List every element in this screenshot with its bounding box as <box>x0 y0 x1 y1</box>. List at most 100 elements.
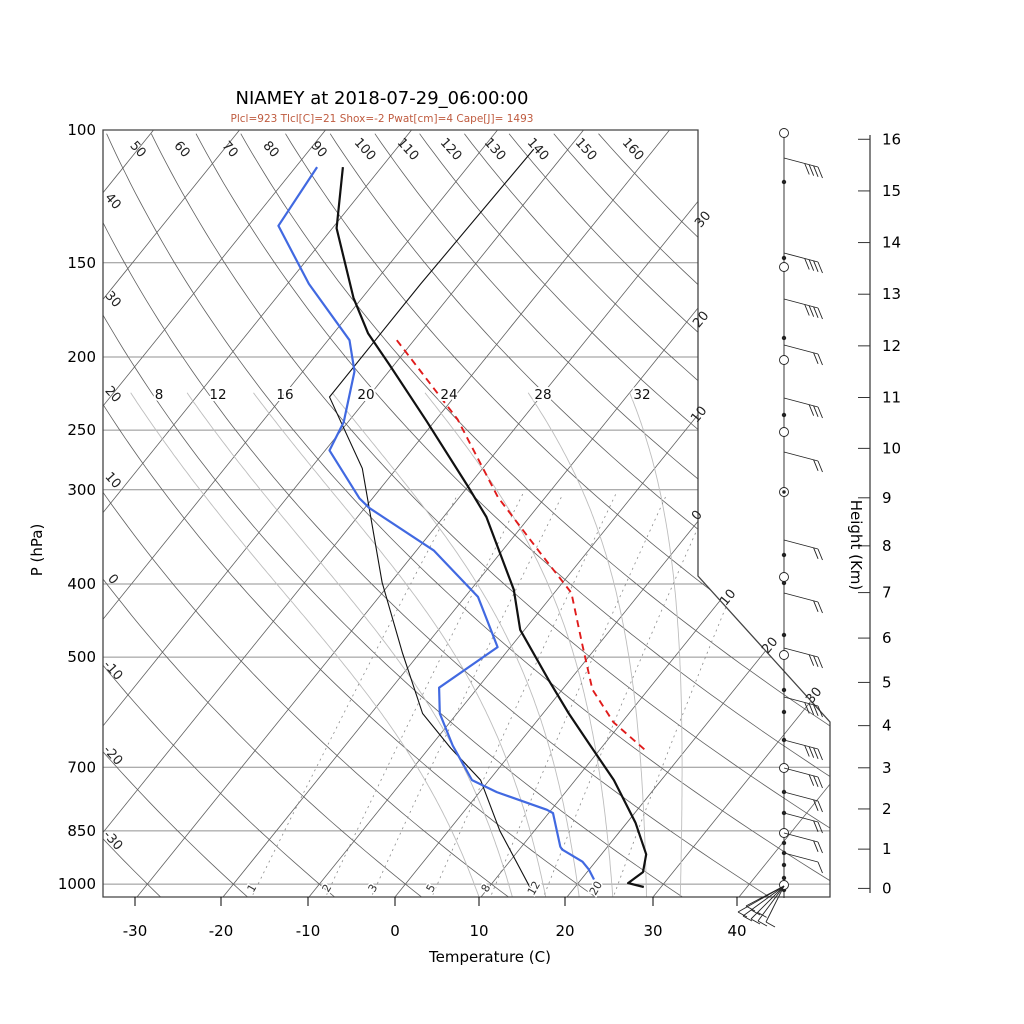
height-tick-label: 5 <box>882 673 892 691</box>
isotherm-line <box>103 130 412 897</box>
dry-adiabat-label-left: -20 <box>100 743 125 769</box>
dry-adiabat-label-left: 20 <box>101 383 123 405</box>
dry-adiabat-line <box>195 133 830 897</box>
wind-level-circle <box>779 572 789 582</box>
wind-level-circle <box>779 262 789 272</box>
isotherm-line <box>478 130 830 897</box>
moist-adiabat-label: 16 <box>276 387 293 403</box>
pressure-axis-title: P (hPa) <box>28 524 46 577</box>
wind-level-circle <box>779 650 789 660</box>
dry-adiabat-line <box>150 133 830 897</box>
dry-adiabat-label-left: -10 <box>100 658 125 684</box>
height-tick-label: 8 <box>882 537 892 555</box>
dry-adiabat-line <box>553 133 830 897</box>
wind-level-dot <box>781 632 787 638</box>
moist-adiabat-line <box>527 392 648 897</box>
dry-adiabat-label-top: 90 <box>307 138 329 160</box>
wind-barb <box>783 397 823 419</box>
moist-adiabat-line <box>186 392 514 897</box>
wind-barb <box>783 157 823 179</box>
moist-adiabat-line <box>424 392 614 897</box>
wind-level-dot <box>781 179 787 185</box>
dry-adiabat-label-left: 30 <box>101 288 123 310</box>
dry-adiabat-line <box>419 133 830 897</box>
mixing-ratio-line <box>541 493 714 897</box>
dry-adiabat-line <box>598 133 830 897</box>
wind-barb <box>783 812 823 834</box>
dry-adiabat-line <box>103 133 252 897</box>
mixing-ratio-line <box>611 493 774 897</box>
isotherm-label-diagonal: 30 <box>803 685 825 707</box>
height-axis-title: Height (Km) <box>847 500 865 591</box>
dry-adiabat-label-left: 10 <box>101 469 123 491</box>
moist-adiabat-label: 24 <box>440 387 457 403</box>
plot-frame <box>102 129 831 898</box>
moist-adiabat-line <box>629 392 683 897</box>
temperature-curve <box>335 166 648 889</box>
pressure-tick-label: 850 <box>67 822 96 840</box>
isotherm-line <box>650 130 830 897</box>
dewpoint-curve <box>277 166 595 880</box>
height-tick-label: 9 <box>882 489 892 507</box>
height-tick-label: 11 <box>882 388 901 406</box>
dry-adiabat-line <box>329 133 830 897</box>
dry-adiabat-label-top: 50 <box>126 138 148 160</box>
wind-barb <box>783 592 823 614</box>
dry-adiabat-label-top: 140 <box>524 135 552 163</box>
height-tick-label: 0 <box>882 879 892 897</box>
chart-subtitle: Plcl=923 Tlcl[C]=21 Shox=-2 Pwat[cm]=4 C… <box>231 113 534 125</box>
dry-adiabat-line <box>464 133 830 897</box>
isotherm-line <box>103 130 584 897</box>
moist-adiabat-line <box>130 392 481 897</box>
height-tick-label: 2 <box>882 800 892 818</box>
isotherm-line <box>736 130 830 897</box>
wind-barb <box>783 739 823 761</box>
dry-adiabat-label-top: 60 <box>170 138 192 160</box>
dry-adiabat-label-left: 0 <box>104 572 121 588</box>
mixing-ratio-line <box>249 493 459 897</box>
temperature-tick-label: 0 <box>390 922 400 940</box>
dry-adiabat-label-left: 40 <box>101 190 123 212</box>
height-tick-label: 10 <box>882 439 901 457</box>
wind-level-dot <box>781 335 787 341</box>
surface-wind-barb <box>737 885 785 918</box>
wind-level-circle <box>779 427 789 437</box>
height-tick-label: 6 <box>882 629 892 647</box>
wind-level-dot <box>781 255 787 261</box>
dry-adiabat-line <box>103 133 426 897</box>
pressure-tick-label: 200 <box>67 348 96 366</box>
wind-level-circle <box>779 128 789 138</box>
wind-level-circle <box>779 355 789 365</box>
isotherm-line <box>103 130 326 897</box>
temperature-tick-label: -10 <box>296 922 321 940</box>
temperature-tick-label: -20 <box>209 922 234 940</box>
temperature-axis: -30 -20 -10 0 10 20 30 40 Temperature (C) <box>123 897 747 966</box>
pressure-tick-label: 400 <box>67 575 96 593</box>
wind-level-dot <box>781 687 787 693</box>
page-title: NIAMEY at 2018-07-29_06:00:00 <box>236 88 529 109</box>
auxiliary-curve <box>328 148 535 893</box>
wind-level-dot <box>781 875 787 881</box>
wind-level-dot <box>781 552 787 558</box>
isotherm-label-diagonal: 10 <box>717 587 739 609</box>
height-tick-label: 14 <box>882 234 901 252</box>
parcel-curve <box>396 339 646 751</box>
pressure-axis: 100 150 200 250 300 400 500 700 850 1000 P (hPa) <box>28 121 96 893</box>
dry-adiabat-label-top: 80 <box>259 138 281 160</box>
pressure-tick-label: 250 <box>67 421 96 439</box>
wind-level-dot <box>781 862 787 868</box>
wind-barb <box>783 852 823 874</box>
isotherm-label-right: 20 <box>690 309 712 331</box>
wind-barb <box>783 832 823 854</box>
pressure-tick-label: 700 <box>67 758 96 776</box>
dry-adiabat-line <box>103 133 513 897</box>
isotherm-line <box>103 130 498 897</box>
mixing-ratio-line <box>430 493 617 897</box>
moist-adiabat-label: 8 <box>155 387 164 403</box>
dry-adiabat-label-top: 70 <box>218 138 240 160</box>
height-tick-label: 16 <box>882 130 901 148</box>
temperature-axis-title: Temperature (C) <box>428 948 551 966</box>
height-tick-label: 3 <box>882 759 892 777</box>
wind-barb <box>783 767 823 789</box>
